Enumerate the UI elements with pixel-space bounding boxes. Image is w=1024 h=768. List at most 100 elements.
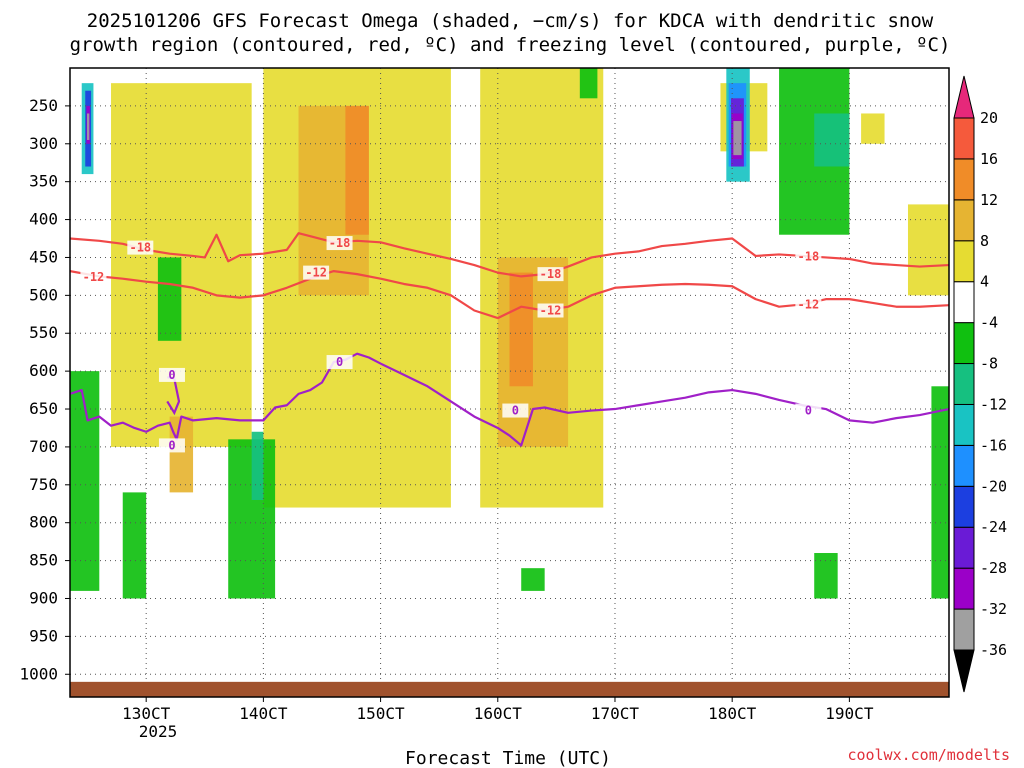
y-tick-label-250: 250: [29, 96, 58, 115]
y-tick-label-900: 900: [29, 588, 58, 607]
colorbar-label--12: -12: [980, 395, 1007, 413]
contour-label-10: 0: [336, 355, 343, 369]
contour-label-bg-3: [795, 249, 822, 264]
colorbar-segment--16: [953, 403, 975, 446]
omega-shade-18: [521, 568, 545, 591]
omega-shade-5: [907, 204, 949, 296]
y-tick-label-1000: 1000: [19, 664, 58, 683]
colorbar-top-arrow: [953, 75, 975, 119]
colorbar-label--28: -28: [980, 559, 1007, 577]
omega-shade-9: [345, 105, 369, 235]
y-tick-label-650: 650: [29, 399, 58, 418]
y-tick-label-500: 500: [29, 285, 58, 304]
colorbar-label-8: 8: [980, 232, 989, 250]
contour-line-2: [70, 352, 949, 447]
colorbar-label--16: -16: [980, 436, 1007, 454]
contour-label-layer: -18 -18 -18 -18 -12 -12 -12 -12 0 0 0 0 0: [80, 236, 822, 453]
colorbar-label--4: -4: [980, 314, 998, 332]
contour-label-bg-11: [502, 403, 529, 418]
colorbar: -36 -32 -28 -24 -20 -16 -12 -8 -4 4 8 12 16 20: [953, 75, 1007, 693]
omega-shade-15: [122, 492, 147, 599]
x-tick-label-130CT: 130CT: [122, 704, 171, 723]
contour-label-12: 0: [805, 404, 812, 418]
omega-shade-20: [814, 113, 850, 167]
colorbar-segment-16: [953, 117, 975, 160]
y-tick-label-600: 600: [29, 361, 58, 380]
contour-label-2: -18: [540, 267, 562, 281]
contour-label-bg-7: [795, 297, 822, 312]
x-tick-label-150CT: 150CT: [356, 704, 405, 723]
contour-label-bg-6: [537, 303, 564, 318]
omega-shade-17: [814, 553, 838, 599]
contour-label-9: 0: [168, 438, 175, 452]
contour-label-11: 0: [512, 404, 519, 418]
colorbar-label--36: -36: [980, 641, 1007, 659]
plot-frame: [69, 67, 950, 698]
contour-label-8: 0: [168, 368, 175, 382]
omega-shade-4: [861, 113, 885, 144]
x-axis-year-label: 2025: [139, 722, 178, 741]
x-tick-label-180CT: 180CT: [708, 704, 757, 723]
contour-label-3: -18: [798, 250, 820, 264]
colorbar-segment--4: [953, 281, 975, 324]
omega-shade-16: [579, 68, 598, 99]
contour-label-bg-8: [158, 367, 185, 382]
colorbar-segment--8: [953, 322, 975, 365]
contour-label-bg-12: [795, 403, 822, 418]
contour-label-0: -18: [129, 241, 151, 255]
x-tick-label-190CT: 190CT: [825, 704, 874, 723]
colorbar-segment--12: [953, 363, 975, 405]
omega-shading-layer: [70, 68, 949, 599]
contour-label-5: -12: [305, 266, 327, 280]
colorbar-segment--36: [953, 608, 975, 651]
omega-shade-12: [157, 257, 182, 341]
omega-shade-30: [86, 113, 90, 140]
colorbar-segment-8: [953, 199, 975, 242]
colorbar-label--8: -8: [980, 355, 998, 373]
x-tick-label-160CT: 160CT: [474, 704, 523, 723]
y-tick-label-850: 850: [29, 551, 58, 570]
colorbar-label-4: 4: [980, 273, 989, 291]
contour-label-7: -12: [798, 297, 820, 311]
contour-label-bg-5: [303, 265, 330, 280]
y-tick-label-950: 950: [29, 626, 58, 645]
chart-title-line1: 2025101206 GFS Forecast Omega (shaded, −…: [87, 10, 934, 32]
credit-text: coolwx.com/modelts: [847, 746, 1010, 764]
x-axis-title: Forecast Time (UTC): [405, 748, 611, 768]
colorbar-segment--32: [953, 567, 975, 610]
y-tick-label-400: 400: [29, 210, 58, 229]
colorbar-label--32: -32: [980, 600, 1007, 618]
x-tick-label-140CT: 140CT: [239, 704, 288, 723]
y-tick-label-550: 550: [29, 323, 58, 342]
colorbar-label-20: 20: [980, 109, 998, 127]
colorbar-segment-4: [953, 240, 975, 283]
contour-label-bg-2: [537, 267, 564, 282]
colorbar-bottom-arrow: [953, 649, 975, 693]
y-tick-label-350: 350: [29, 172, 58, 191]
omega-shade-19: [931, 386, 949, 599]
contour-label-bg-9: [158, 438, 185, 453]
x-axis-ticks: 130CT 140CT 150CT 160CT 170CT 180CT 190CT: [122, 697, 874, 723]
contour-label-bg-10: [326, 355, 353, 370]
colorbar-label--20: -20: [980, 477, 1007, 495]
y-tick-label-750: 750: [29, 475, 58, 494]
y-tick-label-450: 450: [29, 247, 58, 266]
contour-label-1: -18: [329, 236, 351, 250]
colorbar-segment--28: [953, 526, 975, 569]
omega-shade-8: [169, 416, 194, 493]
contour-label-6: -12: [540, 304, 562, 318]
contour-label-bg-0: [127, 240, 154, 255]
y-tick-label-800: 800: [29, 513, 58, 532]
chart-title-line2: growth region (contoured, red, ºC) and f…: [70, 34, 951, 56]
colorbar-segment-12: [953, 158, 975, 201]
colorbar-segment--24: [953, 485, 975, 528]
colorbar-label--24: -24: [980, 518, 1007, 536]
y-axis-ticks: 250 300 350 400 450 500 550 600 650 700 750 800 850 9…: [19, 96, 70, 683]
y-tick-label-300: 300: [29, 134, 58, 153]
x-tick-label-170CT: 170CT: [591, 704, 640, 723]
colorbar-label-12: 12: [980, 191, 998, 209]
terrain-layer: [70, 681, 949, 697]
omega-shade-21: [251, 431, 264, 500]
omega-shade-28: [733, 121, 742, 156]
